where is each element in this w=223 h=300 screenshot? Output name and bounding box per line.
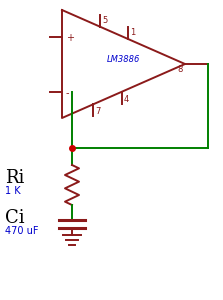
Text: 1: 1 (130, 28, 135, 37)
Text: 8: 8 (178, 65, 183, 74)
Text: 1 K: 1 K (5, 186, 21, 196)
Text: -: - (66, 88, 70, 98)
Text: 4: 4 (124, 95, 129, 104)
Text: 7: 7 (95, 107, 100, 116)
Text: 5: 5 (102, 16, 107, 25)
Text: 470 uF: 470 uF (5, 226, 39, 236)
Text: Ci: Ci (5, 209, 25, 227)
Text: Ri: Ri (5, 169, 24, 187)
Text: LM3886: LM3886 (107, 56, 140, 64)
Text: +: + (66, 33, 74, 43)
